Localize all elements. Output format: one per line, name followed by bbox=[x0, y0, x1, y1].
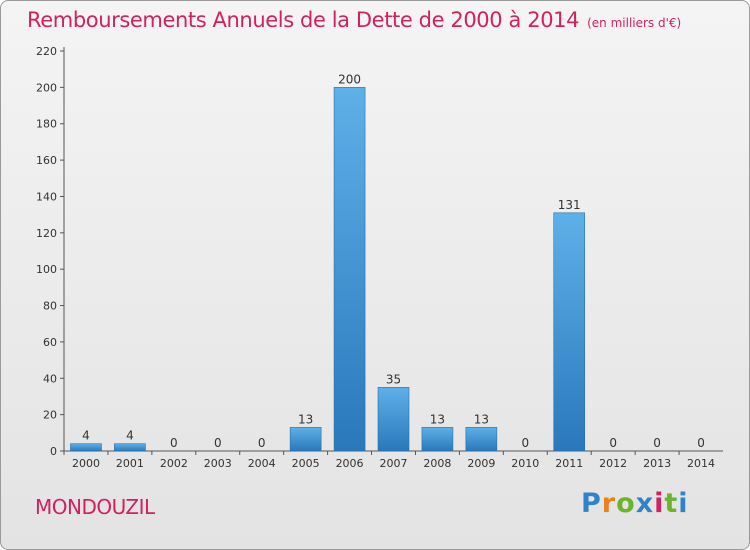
x-tick-label: 2013 bbox=[643, 457, 671, 470]
logo-letter: x bbox=[635, 488, 655, 519]
logo-letter: i bbox=[654, 488, 665, 519]
data-labels: 4 4 0 0 0 13 200 35 13 13 0 131 0 0 0 bbox=[82, 72, 705, 450]
commune-name: MONDOUZIL bbox=[35, 495, 155, 519]
bar bbox=[114, 443, 146, 452]
data-label: 0 bbox=[697, 436, 705, 450]
bar bbox=[333, 87, 366, 452]
logo-letter: r bbox=[601, 488, 617, 519]
data-label: 4 bbox=[82, 429, 90, 443]
x-tick-label: 2003 bbox=[204, 457, 232, 470]
x-tick-label: 2014 bbox=[687, 457, 715, 470]
data-label: 13 bbox=[298, 412, 313, 426]
data-label: 13 bbox=[430, 412, 445, 426]
bar bbox=[553, 212, 586, 452]
data-label: 0 bbox=[609, 436, 617, 450]
x-tick-label: 2008 bbox=[423, 457, 451, 470]
bar bbox=[289, 427, 322, 452]
logo-letter: o bbox=[616, 488, 636, 519]
data-label: 131 bbox=[558, 198, 581, 212]
y-tick-label: 60 bbox=[43, 336, 57, 349]
x-tick-label: 2007 bbox=[380, 457, 408, 470]
logo-letter: t bbox=[664, 488, 679, 519]
y-tick-label: 40 bbox=[43, 372, 57, 385]
x-tick-label: 2005 bbox=[292, 457, 320, 470]
bar bbox=[377, 387, 410, 452]
x-tick-label: 2000 bbox=[72, 457, 100, 470]
data-label: 0 bbox=[170, 436, 178, 450]
x-tick-label: 2006 bbox=[336, 457, 364, 470]
y-tick-label: 220 bbox=[36, 45, 57, 58]
y-tick-label: 140 bbox=[36, 190, 57, 203]
x-tick-label: 2001 bbox=[116, 457, 144, 470]
bar bbox=[421, 427, 454, 452]
x-tick-label: 2002 bbox=[160, 457, 188, 470]
y-tick-label: 120 bbox=[36, 227, 57, 240]
bar bbox=[70, 443, 102, 452]
data-label: 0 bbox=[214, 436, 222, 450]
chart-title: Remboursements Annuels de la Dette de 20… bbox=[27, 8, 681, 32]
data-label: 35 bbox=[386, 372, 401, 386]
logo-letter: P bbox=[581, 488, 602, 519]
x-tick-label: 2011 bbox=[555, 457, 583, 470]
y-tick-label: 160 bbox=[36, 154, 57, 167]
x-tick-label: 2004 bbox=[248, 457, 276, 470]
y-tick-label: 20 bbox=[43, 409, 57, 422]
data-label: 200 bbox=[338, 72, 361, 86]
data-label: 0 bbox=[653, 436, 661, 450]
y-tick-label: 180 bbox=[36, 118, 57, 131]
y-tick-label: 100 bbox=[36, 263, 57, 276]
y-tick-label: 80 bbox=[43, 300, 57, 313]
bar bbox=[465, 427, 498, 452]
x-tick-label: 2009 bbox=[467, 457, 495, 470]
x-tick-label: 2012 bbox=[599, 457, 627, 470]
data-label: 0 bbox=[521, 436, 529, 450]
y-tick-label: 0 bbox=[50, 445, 57, 458]
chart-title-text: Remboursements Annuels de la Dette de 20… bbox=[27, 8, 580, 32]
proxiti-logo: Proxiti bbox=[581, 488, 689, 519]
x-tick-label: 2010 bbox=[511, 457, 539, 470]
data-label: 13 bbox=[474, 412, 489, 426]
y-tick-label: 200 bbox=[36, 81, 57, 94]
bars bbox=[70, 87, 586, 452]
chart-unit: (en milliers d'€) bbox=[587, 16, 682, 30]
logo-letter: i bbox=[678, 488, 689, 519]
data-label: 0 bbox=[258, 436, 266, 450]
data-label: 4 bbox=[126, 429, 134, 443]
